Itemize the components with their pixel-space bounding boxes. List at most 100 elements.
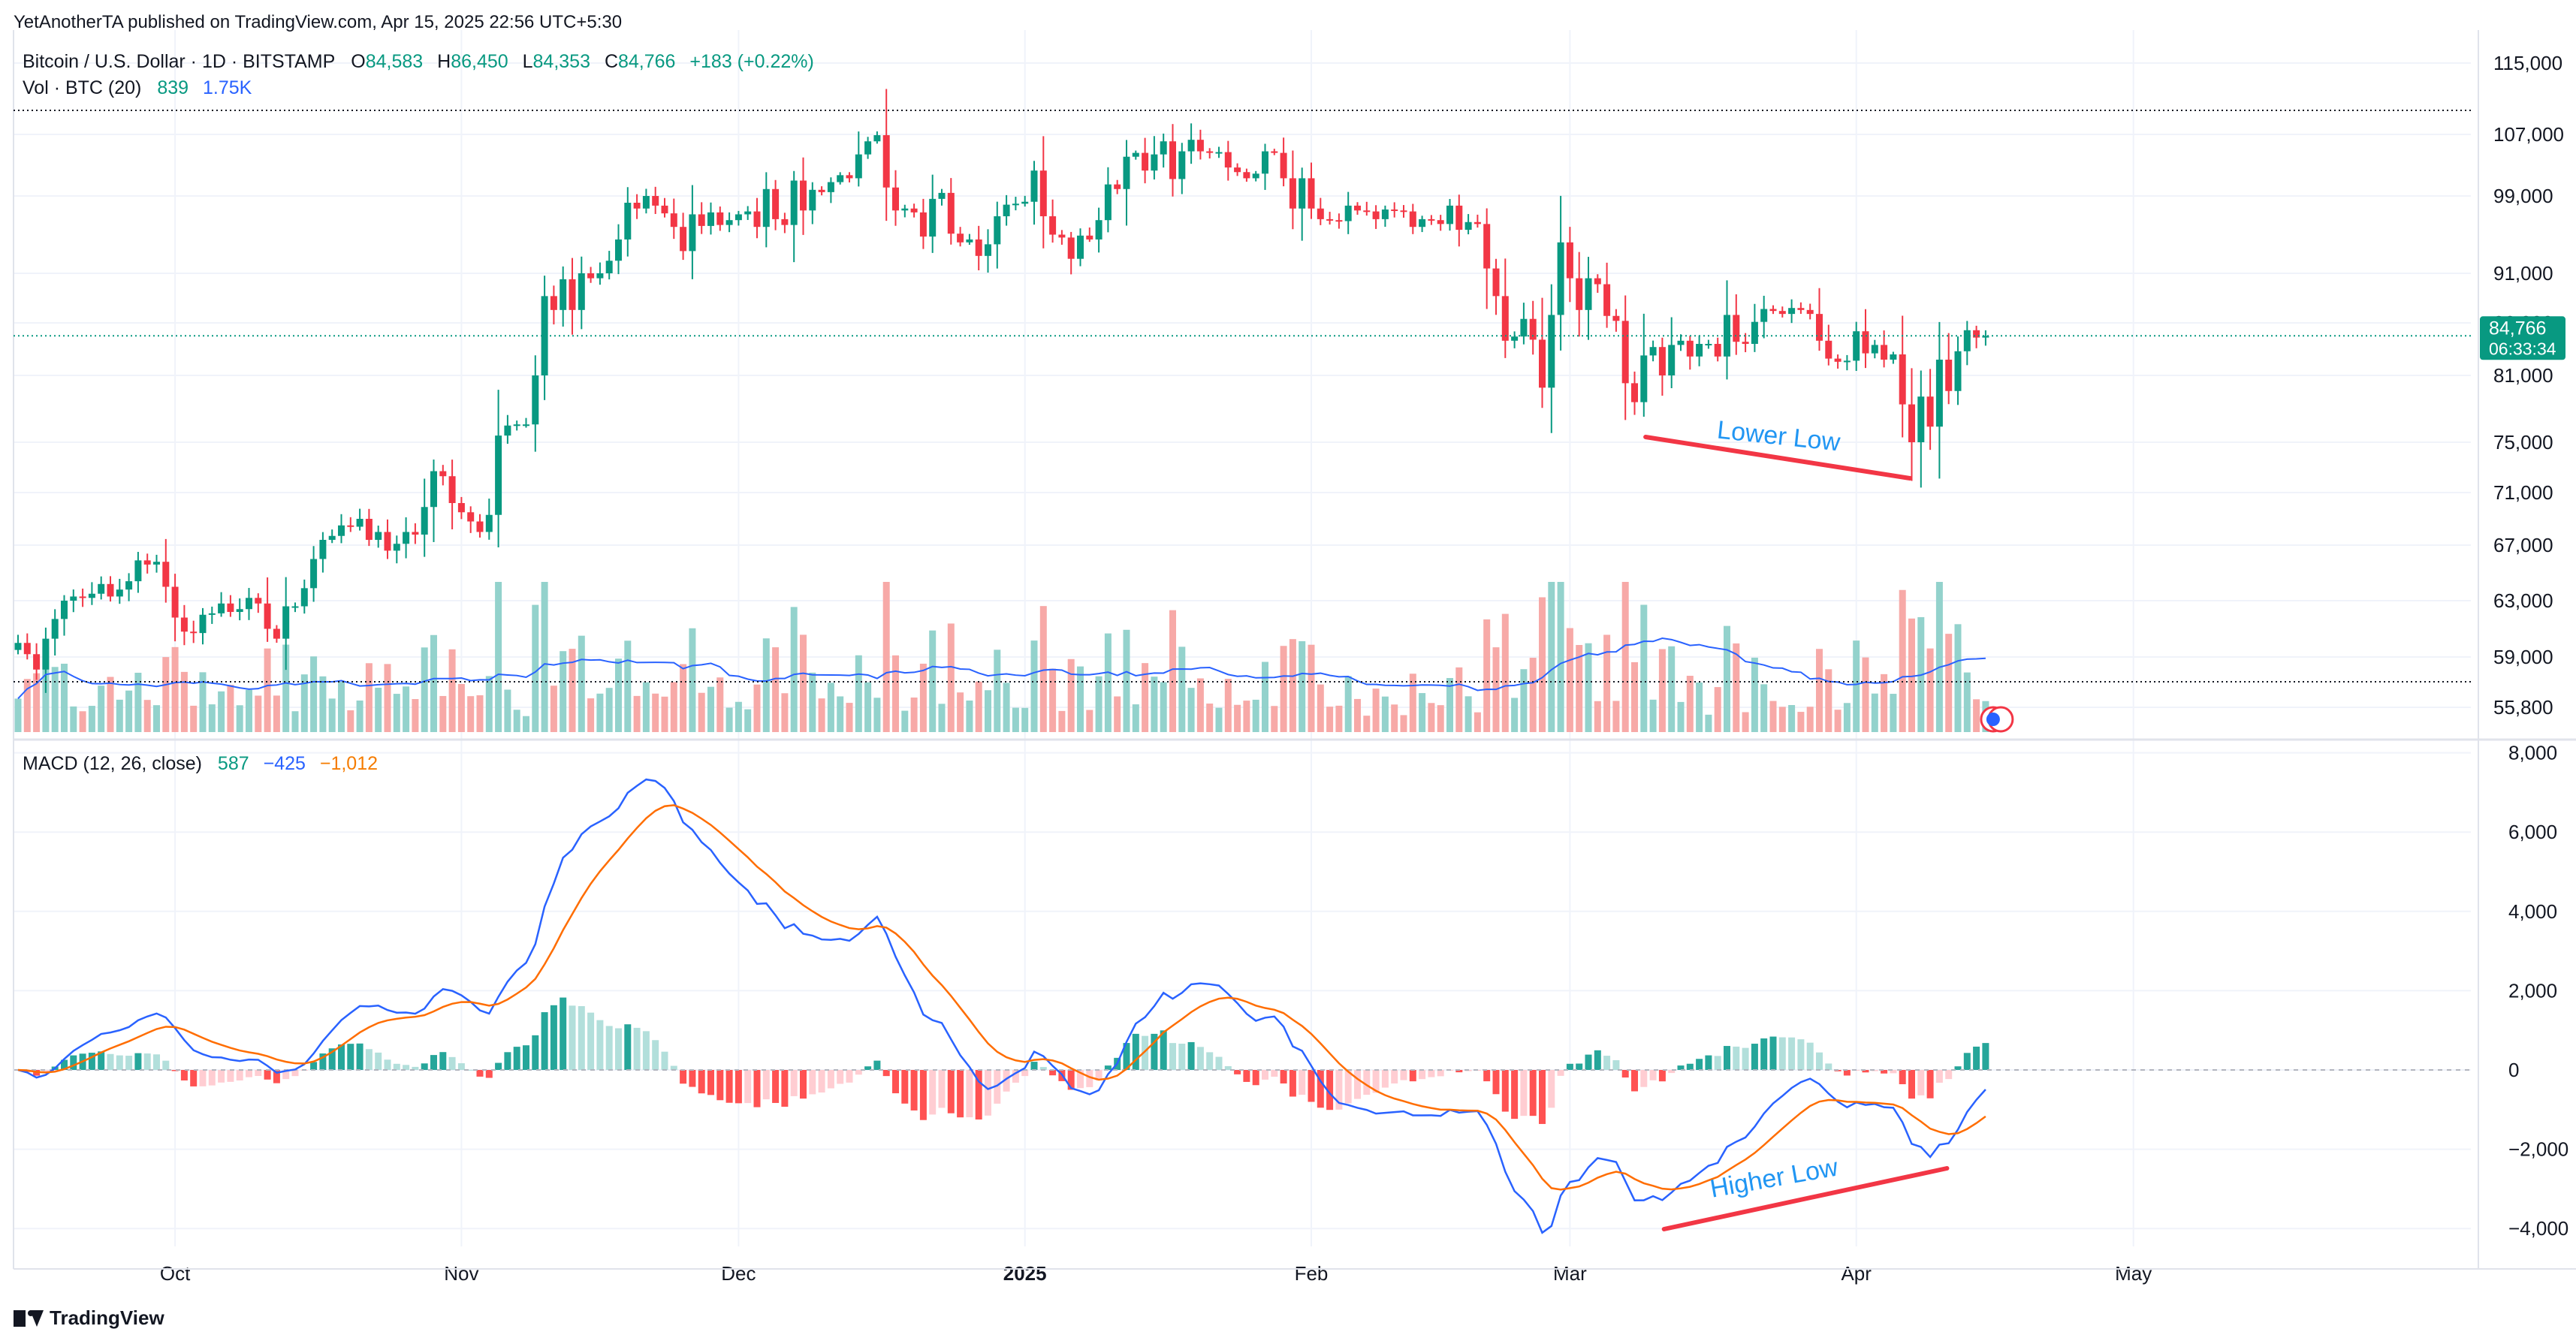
volume-bar (1696, 682, 1703, 732)
volume-bar (1733, 643, 1740, 732)
volume-bar (1271, 706, 1278, 732)
candle-body (338, 525, 345, 536)
candle-body (375, 532, 382, 540)
volume-bar (513, 710, 520, 732)
volume-bar (264, 648, 271, 732)
candle-body (1224, 152, 1232, 168)
volume-bar (781, 693, 789, 732)
volume-bar (485, 676, 493, 732)
candle-body (596, 273, 604, 279)
macd-hist-bar (846, 1070, 853, 1083)
macd-hist-bar (800, 1070, 807, 1099)
volume-bar (190, 705, 198, 732)
candle-body (1954, 351, 1962, 391)
candle-body (762, 188, 770, 228)
candle-body (1335, 220, 1343, 222)
macd-hist-bar (347, 1044, 354, 1070)
volume-bar (1474, 712, 1481, 732)
candle-body (33, 654, 41, 670)
volume-bar (1326, 707, 1334, 732)
candle-body (246, 598, 252, 610)
candle-body (1271, 151, 1278, 153)
macd-hist-bar (319, 1053, 327, 1070)
volume-legend: Vol · BTC (20) 839 1.75K (23, 77, 261, 99)
volume-bar (1354, 698, 1361, 732)
volume-bar (1308, 644, 1315, 732)
candle-body (467, 512, 475, 522)
candle-body (1299, 178, 1306, 209)
macd-hist-bar (901, 1070, 909, 1104)
macd-hist-bar (1308, 1070, 1315, 1102)
candle-body (615, 239, 622, 261)
volume-bar (61, 663, 68, 732)
candle-body (190, 631, 198, 634)
candle-body (1742, 342, 1749, 344)
volume-bar (985, 690, 991, 732)
volume-bar (1797, 712, 1805, 732)
candle-body (319, 540, 327, 559)
macd-hist-bar (1881, 1070, 1888, 1074)
volume-bar (356, 701, 363, 732)
candle-body (218, 603, 225, 613)
candle-body (1196, 140, 1204, 152)
candle-body (938, 192, 946, 199)
macd-hist-bar (957, 1070, 964, 1118)
symbol-name: Bitcoin / U.S. Dollar · 1D · BITSTAMP (23, 51, 336, 72)
candle-body (1206, 151, 1214, 153)
candle-body (947, 192, 955, 234)
macd-hist-bar (1668, 1070, 1676, 1074)
candle-body (846, 175, 853, 179)
last-price-badge (2480, 316, 2565, 360)
volume-bar (753, 684, 761, 732)
candle-body (1668, 345, 1676, 375)
volume-bar (994, 649, 1001, 732)
candle-body (1262, 151, 1268, 174)
macd-hist-bar (513, 1047, 520, 1070)
candle-body (1816, 314, 1823, 341)
macd-hist-bar (725, 1070, 733, 1103)
macd-hist-bar (107, 1053, 114, 1070)
axes: 115,000107,00099,00091,00086,00081,00075… (13, 30, 2576, 1285)
volume-bar (375, 687, 382, 732)
candle-body (1926, 396, 1934, 427)
macd-hist-bar (338, 1044, 345, 1070)
candle-body (670, 213, 677, 228)
candle-body (1621, 321, 1629, 384)
candle-body (1696, 344, 1703, 357)
low-label: L (522, 51, 533, 72)
volume-bar (208, 704, 216, 732)
macd-hist-bar (1769, 1036, 1777, 1070)
candle-body (1760, 309, 1768, 322)
macd-hist-bar (1335, 1070, 1343, 1110)
volume-bar (1021, 707, 1029, 732)
candle-body (504, 425, 511, 436)
macd-hist-bar (61, 1059, 68, 1070)
macd-hist-bar (227, 1070, 234, 1082)
macd-hist-bar (1640, 1070, 1648, 1087)
macd-hist-bar (1705, 1055, 1712, 1070)
candle-body (1520, 318, 1528, 337)
volume-bar (716, 677, 724, 732)
macd-hist-bar (1095, 1070, 1102, 1081)
macd-hist-bar (523, 1045, 529, 1070)
volume-bar (1196, 678, 1204, 732)
candle-body (457, 503, 465, 513)
macd-hist-bar (1612, 1060, 1620, 1070)
volume-bar (1206, 704, 1214, 732)
macd-hist-bar (910, 1070, 918, 1110)
macd-hist-bar (1621, 1070, 1629, 1078)
macd-hist-bar (781, 1070, 789, 1107)
candle-body (1677, 340, 1685, 345)
macd-hist-bar (1196, 1047, 1204, 1070)
macd-hist-bar (1631, 1070, 1638, 1092)
candle-body (1935, 360, 1943, 427)
tradingview-logo[interactable]: TradingView (14, 1306, 164, 1330)
volume-bar (642, 682, 650, 732)
macd-hist-bar (1686, 1063, 1694, 1070)
candle-body (892, 187, 899, 211)
candle-body (1446, 205, 1453, 225)
macd-hist-bar (1908, 1070, 1915, 1099)
macd-hist-bar (605, 1026, 613, 1070)
publish-line: YetAnotherTA published on TradingView.co… (14, 12, 623, 32)
